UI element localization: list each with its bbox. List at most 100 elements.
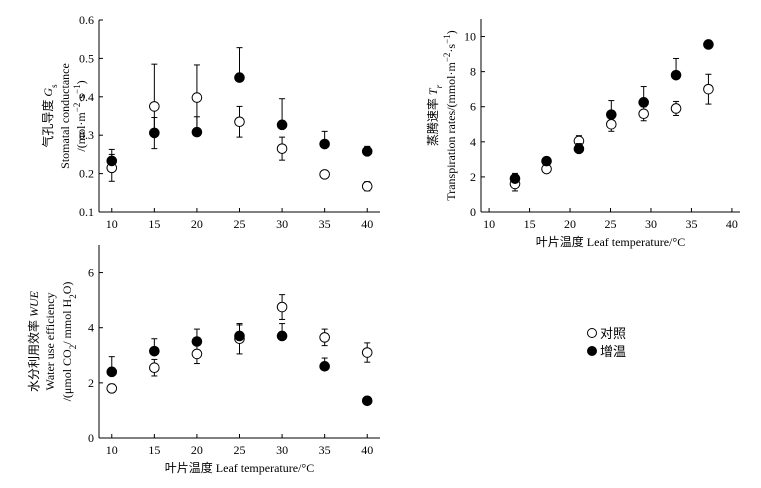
y-axis-label-line: Water use efficiency (43, 292, 57, 390)
chart-panel-tr: 0 2 4 6 8 10 10 15 20 25 30 35 40 叶片温度 Leaf temperatu… (425, 19, 740, 249)
data-point-open (191, 348, 203, 360)
data-point-filled (234, 72, 245, 83)
x-tick-label: 35 (319, 443, 331, 457)
y-axis-label-run: 气孔导度 (40, 97, 55, 148)
data-point-filled (509, 173, 521, 184)
x-tick-label: 15 (148, 443, 160, 457)
data-point-open (106, 383, 118, 394)
y-tick-label: 2 (88, 376, 94, 390)
y-axis-label-run: −2 (442, 53, 452, 63)
y-axis-label-line: 气孔导度 Gs (40, 84, 59, 148)
data-point-open (149, 362, 160, 373)
x-tick-label: 20 (191, 443, 203, 457)
x-tick-label: 40 (361, 217, 373, 231)
y-axis-label-run: G (41, 88, 55, 97)
y-axis-label-run: /(mol·m (74, 112, 88, 152)
y-axis-label-run: /(μmol CO (60, 349, 74, 401)
x-axis-label: 叶片温度 Leaf temperature/°C (536, 234, 685, 249)
y-axis-label-run: 水分利用效率 (26, 317, 41, 392)
y-axis-label-run: Stomatal conductance (58, 63, 72, 169)
data-point-filled (234, 330, 245, 342)
y-tick-label: 0.2 (79, 167, 94, 181)
y-axis-label-run: / mmol H (60, 298, 74, 344)
data-point-filled (191, 126, 203, 138)
data-point-open (361, 180, 373, 192)
y-axis-label-run: r (434, 84, 444, 88)
legend-label-warming: 增温 (600, 345, 626, 360)
x-tick-label: 25 (234, 217, 246, 231)
y-tick-label: 0 (470, 205, 476, 219)
legend-filled-circle-marker (587, 346, 597, 356)
y-axis-label-line: /(μmol CO2/ mmol H2O) (60, 282, 78, 402)
x-tick-label: 35 (685, 217, 697, 231)
y-axis-label-run: 2 (68, 294, 78, 299)
y-axis-label-run: s (49, 84, 59, 88)
data-point-filled (106, 366, 118, 378)
y-axis-label-run: Transpiration rates/(mmol·m (444, 61, 458, 200)
data-point-open (361, 347, 373, 358)
legend-label-control: 对照 (600, 327, 626, 342)
y-tick-label: 6 (470, 100, 476, 114)
y-tick-label: 4 (88, 321, 94, 335)
series-open (106, 294, 373, 394)
data-point-open (149, 101, 160, 112)
x-tick-label: 30 (276, 217, 288, 231)
x-tick-label: 10 (106, 443, 118, 457)
y-axis-label-line: Stomatal conductance (58, 63, 72, 169)
x-tick-label: 40 (361, 443, 373, 457)
data-point-open (319, 332, 330, 343)
data-point-filled (606, 109, 617, 120)
chart-panel-wue: 0 2 4 6 10 15 20 25 30 35 40 叶片温度 Leaf temperature/… (26, 245, 380, 475)
x-tick-label: 10 (483, 217, 495, 231)
series-filled (509, 39, 714, 184)
data-point-filled (319, 361, 330, 372)
legend-open-circle-marker (587, 328, 597, 338)
y-tick-label: 0.6 (79, 13, 94, 27)
y-tick-label: 6 (88, 266, 94, 280)
y-axis-label-run: ) (444, 30, 458, 34)
data-point-filled (276, 330, 288, 342)
y-tick-label: 0 (88, 431, 94, 445)
y-axis-label-run: ·s (74, 94, 88, 103)
y-axis-label-line: /(mol·m−2·s−1) (72, 80, 88, 151)
series-open (106, 63, 373, 192)
data-point-open (703, 83, 714, 95)
y-tick-label: 0.5 (79, 51, 94, 65)
data-point-filled (149, 127, 160, 139)
x-tick-label: 30 (276, 443, 288, 457)
data-point-filled (703, 39, 714, 50)
y-axis-label-run: 2 (68, 345, 78, 350)
data-point-filled (319, 138, 330, 150)
data-point-open (638, 108, 649, 120)
chart-panel-gs: 0.1 0.2 0.3 0.4 0.5 0.6 10 15 20 25 30 35 40 气孔导度 Gs S… (40, 13, 380, 231)
legend-item-control: 对照 (587, 327, 626, 342)
data-point-open (319, 169, 330, 180)
data-point-filled (191, 336, 203, 347)
y-tick-label: 8 (470, 65, 476, 79)
y-tick-label: 0.1 (79, 205, 94, 219)
data-point-filled (670, 69, 682, 81)
data-point-filled (638, 97, 649, 108)
data-point-filled (361, 395, 373, 407)
x-tick-label: 20 (191, 217, 203, 231)
data-point-open (276, 143, 288, 154)
series-filled (106, 323, 373, 407)
y-axis-label-run: 蒸腾速率 (425, 95, 440, 146)
x-tick-label: 20 (564, 217, 576, 231)
y-axis-label-run: ) (74, 80, 88, 84)
x-tick-label: 25 (605, 217, 617, 231)
y-axis-label-run: −1 (72, 84, 82, 94)
x-tick-label: 40 (726, 217, 738, 231)
data-point-filled (541, 155, 552, 167)
y-tick-label: 2 (470, 170, 476, 184)
data-point-filled (361, 146, 373, 157)
y-axis-label-line: 蒸腾速率 Tr (425, 84, 444, 146)
y-axis-label-run: O) (60, 282, 74, 295)
y-axis-label-run: −2 (72, 103, 82, 113)
x-tick-label: 25 (234, 443, 246, 457)
data-point-open (670, 103, 682, 114)
y-tick-label: 0.4 (79, 90, 94, 104)
x-tick-label: 15 (524, 217, 536, 231)
data-point-open (276, 301, 288, 313)
